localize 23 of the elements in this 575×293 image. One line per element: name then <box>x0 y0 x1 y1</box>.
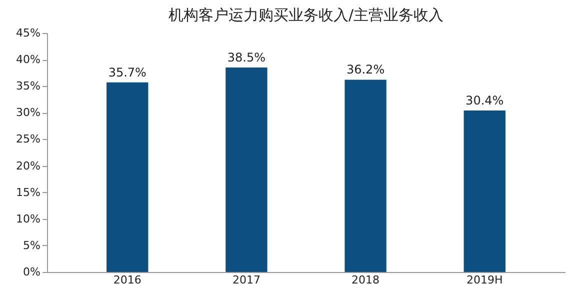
y-tick-label: 45% <box>16 26 40 40</box>
chart-title: 机构客户运力购买业务收入/主营业务收入 <box>168 6 444 24</box>
data-label: 36.2% <box>346 62 385 77</box>
y-tick-label: 0% <box>23 266 40 278</box>
data-label: 38.5% <box>227 50 266 65</box>
x-tick-label: 2018 <box>352 274 380 286</box>
data-label: 35.7% <box>108 65 146 80</box>
y-tick-label: 15% <box>16 186 40 199</box>
y-tick-label: 5% <box>23 238 40 252</box>
data-label: 30.4% <box>466 94 504 108</box>
y-tick-label: 40% <box>16 53 40 66</box>
y-tick-label: 20% <box>16 159 40 172</box>
y-tick-label: 10% <box>16 212 40 226</box>
bar <box>106 82 148 272</box>
y-tick-label: 35% <box>16 80 40 93</box>
x-tick-label: 2017 <box>232 274 260 286</box>
x-tick-label: 2019H <box>466 274 503 286</box>
y-tick-label: 30% <box>16 106 40 120</box>
bar <box>226 68 268 272</box>
x-tick-label: 2016 <box>113 274 142 286</box>
bar <box>344 80 386 272</box>
y-tick-label: 25% <box>16 132 40 146</box>
bar <box>464 110 506 272</box>
